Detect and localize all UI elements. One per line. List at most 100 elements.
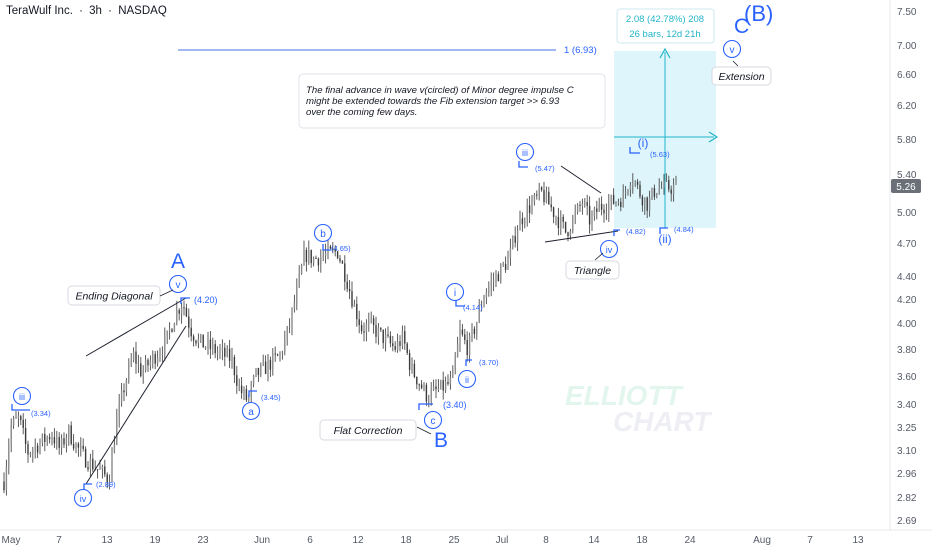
candle-body [365, 324, 368, 333]
candle-body [442, 380, 444, 391]
candle-body [548, 191, 550, 205]
candle-body [646, 197, 648, 211]
candle-body [504, 263, 507, 270]
wave-label-v: v [176, 280, 181, 291]
candle-body [413, 363, 416, 377]
candle-body [188, 316, 190, 328]
candle-body [231, 357, 233, 361]
candle-body [195, 340, 197, 344]
candle-body [425, 384, 428, 402]
y-tick-label: 5.80 [897, 135, 917, 146]
candle-body [315, 257, 317, 259]
candle-body [142, 370, 144, 377]
candle-body [668, 180, 670, 190]
x-tick-label: 6 [307, 535, 313, 546]
price-label: (4.82) [626, 227, 646, 236]
x-tick-label: May [2, 535, 21, 546]
candle-body [15, 417, 17, 419]
candle-body [387, 334, 389, 336]
x-tick-label: 14 [588, 535, 600, 546]
x-tick-label: 8 [543, 535, 549, 546]
candle-body [286, 326, 288, 339]
symbol-name: TeraWulf Inc. [6, 5, 73, 17]
candle-body [310, 249, 312, 264]
title-separator: · [108, 5, 112, 17]
candle-body [492, 280, 495, 282]
candle-body [629, 184, 632, 191]
watermark-text: ELLIOTT [565, 380, 685, 411]
candle-body [296, 286, 298, 303]
candle-body [516, 230, 519, 243]
candle-body [675, 181, 677, 185]
diagonal-lower-line [85, 325, 187, 485]
candle-body [269, 359, 272, 370]
x-tick-label: 13 [101, 535, 113, 546]
candle-body [130, 360, 132, 364]
candle-body [521, 218, 524, 225]
candle-body [24, 427, 27, 445]
y-tick-label: 4.70 [897, 239, 917, 250]
candle-body [639, 184, 641, 197]
price-label: (2.89) [96, 480, 116, 489]
candle-body [509, 247, 512, 259]
candle-body [192, 336, 195, 341]
candle-body [406, 343, 408, 353]
callout-pointer [416, 426, 432, 435]
candle-body [363, 331, 365, 333]
y-tick-label: 2.69 [897, 516, 917, 527]
candle-body [452, 368, 454, 378]
candle-body [464, 334, 466, 340]
y-tick-label: 3.80 [897, 345, 917, 356]
y-tick-label: 4.20 [897, 295, 917, 306]
candle-body [375, 325, 377, 337]
candle-body [224, 347, 226, 357]
wave-label-a-circle [241, 401, 261, 421]
candle-body [60, 438, 63, 448]
exchange-label: NASDAQ [118, 5, 167, 17]
candle-body [353, 303, 356, 307]
candle-body [524, 220, 526, 225]
candle-body [3, 481, 5, 491]
candle-body [663, 180, 665, 188]
wave-label-b-circle [313, 223, 333, 243]
candle-body [106, 474, 108, 483]
callout-triangle-box [565, 260, 620, 280]
last-price-label: 5.26 [896, 182, 916, 193]
candle-body [101, 466, 104, 469]
candle-body [53, 437, 56, 444]
candle-body [260, 364, 262, 376]
candle-body [485, 292, 488, 298]
candle-body [612, 195, 615, 204]
candle-body [104, 466, 106, 475]
candle-body [672, 184, 675, 194]
candle-body [41, 433, 44, 443]
wave-label-iv: iv [80, 494, 87, 504]
candle-body [627, 190, 629, 192]
candle-body [634, 181, 636, 183]
candle-body [617, 201, 620, 203]
candle-body [608, 202, 610, 213]
candle-body [171, 329, 173, 332]
candle-body [125, 380, 128, 393]
x-tick-label: 24 [684, 535, 696, 546]
candle-body [65, 437, 68, 445]
candle-body [32, 449, 34, 454]
candle-body [183, 307, 185, 309]
candle-body [600, 203, 603, 210]
candle-body [317, 258, 320, 266]
candle-body [598, 203, 600, 212]
candle-body [447, 381, 449, 384]
candle-body [648, 197, 651, 211]
candle-body [435, 386, 437, 390]
candle-body [605, 212, 608, 214]
candle-body [320, 257, 322, 266]
candle-body [615, 201, 617, 204]
x-tick-label: Jun [254, 535, 270, 546]
wave-label-iii: iii [522, 148, 528, 158]
candle-body [588, 205, 591, 225]
callout-flat-correction-box [319, 419, 417, 441]
candle-body [5, 466, 8, 491]
candle-body [154, 353, 156, 364]
